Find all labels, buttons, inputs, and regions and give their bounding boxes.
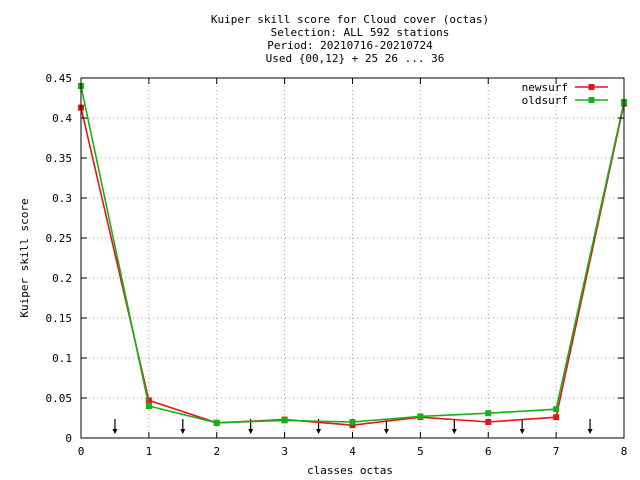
arrow-head bbox=[519, 429, 525, 434]
legend-label-oldsurf: oldsurf bbox=[522, 94, 568, 107]
arrow-head bbox=[316, 429, 322, 434]
y-tick-label: 0.1 bbox=[52, 352, 72, 365]
title-line-4: Used {00,12} + 25 26 ... 36 bbox=[266, 52, 445, 65]
y-tick-label: 0.25 bbox=[46, 232, 73, 245]
x-tick-label: 8 bbox=[621, 445, 628, 458]
y-tick-label: 0.4 bbox=[52, 112, 72, 125]
data-point-newsurf bbox=[145, 397, 152, 404]
data-point-oldsurf bbox=[417, 413, 424, 420]
y-axis-label: Kuiper skill score bbox=[18, 198, 31, 317]
y-tick-label: 0.15 bbox=[46, 312, 73, 325]
y-tick-label: 0.05 bbox=[46, 392, 73, 405]
y-tick-label: 0.45 bbox=[46, 72, 73, 85]
x-tick-label: 2 bbox=[213, 445, 220, 458]
title-line-2: Selection: ALL 592 stations bbox=[271, 26, 450, 39]
tick-labels: 0 1 2 3 4 5 6 7 8 0 0.05 0.1 0.15 0.2 0.25 0.3 0.35 0.4 0.… bbox=[46, 72, 628, 458]
x-tick-label: 3 bbox=[281, 445, 288, 458]
arrow-head bbox=[112, 429, 118, 434]
y-tick-label: 0.35 bbox=[46, 152, 73, 165]
legend-marker-oldsurf bbox=[588, 97, 595, 103]
arrow-head bbox=[451, 429, 457, 434]
arrow-head bbox=[587, 429, 593, 434]
legend-label-newsurf: newsurf bbox=[522, 81, 568, 94]
data-point-oldsurf bbox=[485, 410, 492, 417]
arrow-head bbox=[383, 429, 389, 434]
y-tick-label: 0 bbox=[65, 432, 72, 445]
series-newsurf bbox=[78, 100, 627, 429]
data-point-oldsurf bbox=[281, 417, 288, 424]
axes-frame bbox=[80, 77, 625, 439]
data-point-oldsurf bbox=[553, 406, 560, 413]
data-point-newsurf bbox=[349, 422, 356, 429]
y-tick-label: 0.3 bbox=[52, 192, 72, 205]
x-tick-label: 1 bbox=[146, 445, 153, 458]
arrow-head bbox=[180, 429, 186, 434]
data-point-newsurf bbox=[553, 414, 560, 421]
series-line-newsurf bbox=[80, 103, 625, 427]
title-line-1: Kuiper skill score for Cloud cover (octa… bbox=[211, 13, 489, 26]
x-tick-label: 6 bbox=[485, 445, 492, 458]
x-tick-label: 7 bbox=[553, 445, 560, 458]
title-line-3: Period: 20210716-20210724 bbox=[267, 39, 433, 52]
y-tick-label: 0.2 bbox=[52, 272, 72, 285]
data-point-newsurf bbox=[485, 419, 492, 425]
chart-title: Kuiper skill score for Cloud cover (octa… bbox=[211, 13, 489, 65]
data-point-oldsurf bbox=[213, 419, 220, 426]
grid-lines bbox=[81, 78, 624, 438]
x-tick-label: 0 bbox=[78, 445, 85, 458]
plot-frame bbox=[80, 77, 625, 439]
legend-marker-newsurf bbox=[588, 84, 595, 90]
x-axis-label: classes octas bbox=[307, 464, 393, 477]
arrow-head bbox=[248, 429, 254, 434]
x-tick-label: 5 bbox=[417, 445, 424, 458]
x-tick-label: 4 bbox=[349, 445, 356, 458]
data-point-oldsurf bbox=[145, 403, 152, 409]
data-point-oldsurf bbox=[349, 419, 356, 425]
